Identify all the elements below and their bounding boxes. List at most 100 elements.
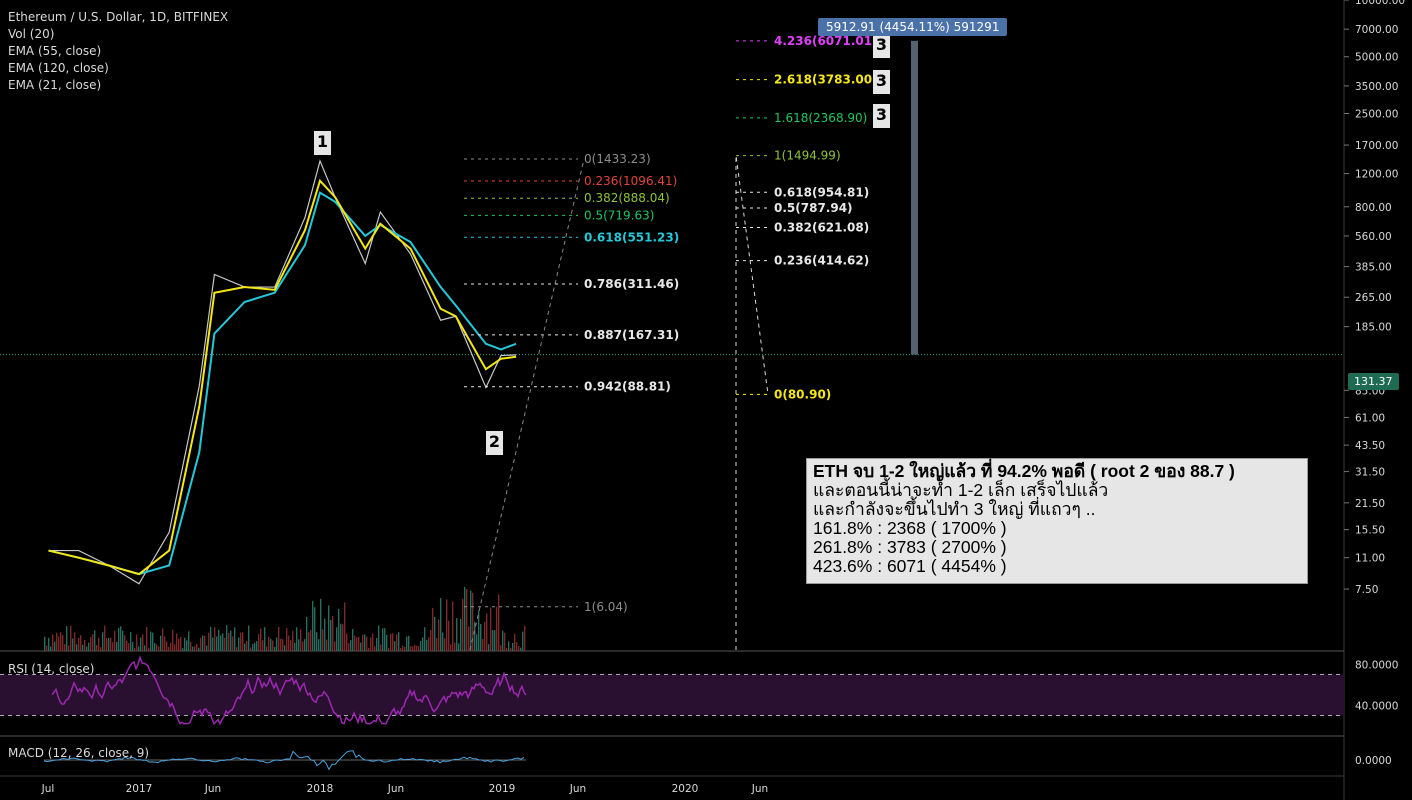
volume-bar <box>444 638 446 651</box>
volume-bar <box>372 633 374 651</box>
volume-bar <box>378 625 380 651</box>
volume-bar <box>374 646 376 651</box>
volume-bar <box>398 632 400 651</box>
fib-extension-label: 4.236(6071.01) <box>774 34 878 48</box>
volume-bar <box>92 634 94 651</box>
volume-bar <box>226 625 228 651</box>
price-tick-label: 5000.00 <box>1355 52 1398 64</box>
volume-bar <box>166 641 168 651</box>
legend-ema120: EMA (120, close) <box>8 61 109 75</box>
time-tick-label: 2017 <box>126 783 153 795</box>
volume-bar <box>86 646 88 651</box>
volume-bar <box>352 629 354 651</box>
fib-retracement-trend <box>469 158 585 651</box>
volume-bar <box>326 639 328 651</box>
volume-bar <box>512 642 514 651</box>
price-tick-label: 1700.00 <box>1355 140 1398 152</box>
note-line: 161.8% : 2368 ( 1700% ) <box>813 518 1007 538</box>
volume-bar <box>302 641 304 651</box>
price-tick-label: 31.50 <box>1355 467 1385 479</box>
volume-bar <box>344 602 346 651</box>
volume-bar <box>330 619 332 651</box>
volume-bar <box>94 630 96 651</box>
price-tick-label: 61.00 <box>1355 412 1385 424</box>
volume-bar <box>466 589 468 651</box>
volume-bar <box>388 647 390 651</box>
volume-bar <box>184 637 186 651</box>
volume-bar <box>294 642 296 651</box>
volume-bar <box>244 643 246 651</box>
volume-bar <box>362 634 364 651</box>
volume-bar <box>424 627 426 651</box>
volume-bar <box>220 635 222 651</box>
volume-bar <box>64 644 66 651</box>
volume-bar <box>96 645 98 651</box>
volume-bar <box>118 627 120 651</box>
volume-bar <box>206 645 208 651</box>
price-tick-label: 560.00 <box>1355 231 1392 243</box>
volume-bar <box>252 643 254 651</box>
measure-tag: 5912.91 (4454.11%) 591291 <box>818 18 1008 36</box>
measure-bar <box>911 40 918 355</box>
ema55-line <box>48 191 517 576</box>
volume-bar <box>284 645 286 651</box>
volume-bar <box>306 617 308 651</box>
volume-bar <box>180 637 182 651</box>
volume-bar <box>472 592 474 651</box>
volume-bar <box>456 618 458 651</box>
price-tick-label: 185.00 <box>1355 322 1392 334</box>
volume-bar <box>212 637 214 651</box>
volume-bar <box>160 635 162 651</box>
volume-bar <box>130 632 132 651</box>
volume-bar <box>158 646 160 651</box>
volume-bar <box>296 627 298 651</box>
rsi-line <box>51 654 527 726</box>
volume-bar <box>402 645 404 651</box>
volume-bar <box>332 615 334 651</box>
volume-bar <box>468 626 470 651</box>
volume-bar <box>380 644 382 651</box>
volume-bar <box>396 634 398 651</box>
volume-bar <box>318 639 320 651</box>
volume-bar <box>122 630 124 651</box>
volume-bar <box>260 628 262 651</box>
volume-bar <box>62 635 64 651</box>
volume-bar <box>218 629 220 651</box>
volume-bar <box>240 632 242 651</box>
volume-bar <box>404 647 406 651</box>
volume-bar <box>146 627 148 651</box>
chart-legend: Ethereum / U.S. Dollar, 1D, BITFINEX Vol… <box>8 9 228 94</box>
volume-bar <box>520 647 522 651</box>
macd-line <box>43 750 525 771</box>
price-tick-label: 385.00 <box>1355 262 1392 274</box>
volume-bar <box>470 590 472 651</box>
volume-bar <box>48 637 50 651</box>
volume-bar <box>310 630 312 651</box>
volume-bar <box>408 635 410 651</box>
volume-bar <box>196 643 198 651</box>
volume-bar <box>264 627 266 651</box>
volume-bar <box>150 631 152 651</box>
volume-bar <box>364 634 366 651</box>
volume-bar <box>74 632 76 651</box>
volume-bar <box>60 632 62 651</box>
price-tick-label: 800.00 <box>1355 202 1392 214</box>
volume-bar <box>142 634 144 651</box>
volume-bar <box>522 631 524 651</box>
fib-extension-label: 0.382(621.08) <box>774 220 869 234</box>
volume-bar <box>406 636 408 651</box>
volume-bar <box>446 599 448 651</box>
volume-bar <box>200 637 202 651</box>
volume-bar <box>518 646 520 651</box>
volume-bar <box>524 625 526 651</box>
time-tick-label: 2020 <box>672 783 699 795</box>
fib-extension-label: 2.618(3783.00) <box>774 73 878 87</box>
volume-bar <box>400 648 402 651</box>
volume-bar <box>392 633 394 651</box>
note-line: ETH จบ 1-2 ใหญ่แล้ว ที่ 94.2% พอดี ( roo… <box>813 461 1235 481</box>
volume-bar <box>258 634 260 651</box>
price-tick-label: 11.00 <box>1355 553 1385 565</box>
fib-extension-label: 1(1494.99) <box>774 149 841 163</box>
analysis-note[interactable]: ETH จบ 1-2 ใหญ่แล้ว ที่ 94.2% พอดี ( roo… <box>806 458 1308 584</box>
